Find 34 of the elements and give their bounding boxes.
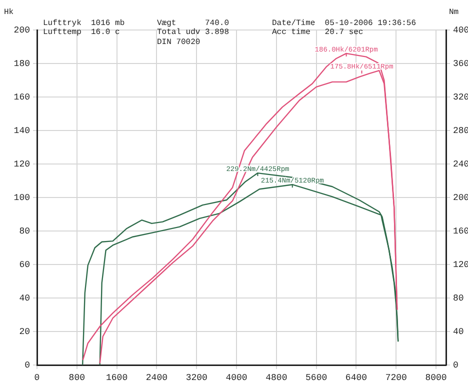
y-tick-label: 180 <box>14 58 30 69</box>
y-tick-label: 120 <box>14 159 30 170</box>
x-tick-label: 1600 <box>106 372 128 383</box>
y2-tick-label: 40 <box>453 326 464 337</box>
x-tick-label: 4800 <box>266 372 288 383</box>
x-tick-label: 3200 <box>186 372 208 383</box>
y-tick-label: 60 <box>19 260 30 270</box>
annotation: DIN 70020 <box>157 38 200 47</box>
x-tick-label: 5600 <box>306 372 328 383</box>
x-tick-label: 2400 <box>146 372 168 383</box>
y-tick-label: 0 <box>24 360 30 370</box>
y2-tick-label: 0 <box>453 360 458 370</box>
y2-tick-label: 80 <box>453 293 464 304</box>
annotation: Total udv 3.898 <box>157 28 230 37</box>
y-tick-label: 160 <box>14 92 30 102</box>
x-tick-label: 4000 <box>226 372 248 383</box>
y-axis-title: Hk <box>4 8 14 17</box>
annotation: Lufttemp 16.0 c <box>43 28 120 37</box>
x-tick-label: 800 <box>68 372 86 383</box>
y-tick-label: 20 <box>19 326 30 337</box>
y-tick-label: 40 <box>19 293 30 304</box>
x-tick-label: 7200 <box>385 372 407 383</box>
y-tick-label: 200 <box>14 25 30 36</box>
y2-axis-title: Nm <box>449 8 459 17</box>
y-tick-label: 100 <box>14 192 30 203</box>
y-tick-label: 80 <box>19 226 30 236</box>
x-tick-label: 0 <box>34 372 40 383</box>
text: Date/Time 05-10-2006 19:36:56 <box>272 19 416 28</box>
x-tick-label: 6400 <box>345 372 368 383</box>
text: Vægt 740.0 <box>157 19 230 28</box>
y-tick-label: 140 <box>14 126 30 136</box>
annotation: Acc time 20.7 sec <box>272 28 364 37</box>
x-tick-label: 8000 <box>425 372 447 383</box>
text: Lufttryk 1016 mb <box>43 19 125 28</box>
